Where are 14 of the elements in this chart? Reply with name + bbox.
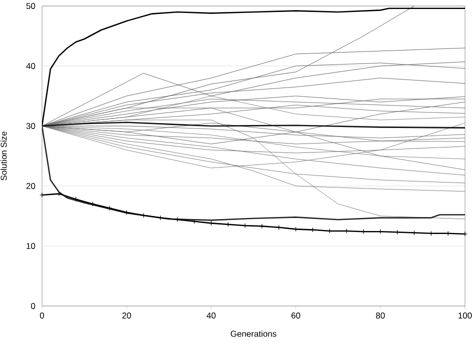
y-tick-label: 20 [26,182,36,189]
y-tick-label: 40 [26,62,36,69]
x-tick-label: 40 [206,312,216,319]
y-tick-label: 10 [26,242,36,249]
y-axis-title: Solution Size [0,132,7,180]
x-tick-label: 0 [40,312,44,319]
y-tick-label: 0 [31,302,36,309]
y-tick-label: 30 [26,122,36,129]
x-tick-label: 60 [292,312,300,319]
y-tick-label: 50 [26,2,36,9]
x-axis-title: Generations [230,330,276,337]
x-tick-label: 100 [458,312,472,319]
x-tick-label: 20 [122,312,131,319]
x-tick-label: 80 [376,312,385,319]
